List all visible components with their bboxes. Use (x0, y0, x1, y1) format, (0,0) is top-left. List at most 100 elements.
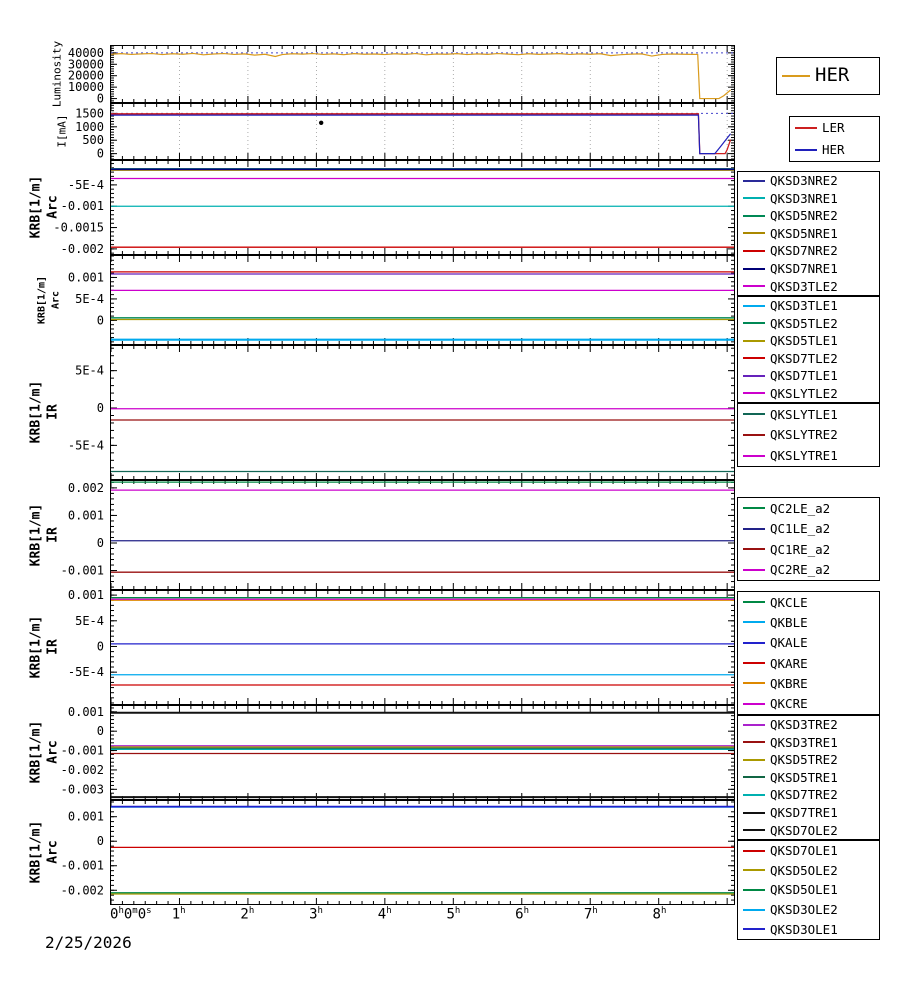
legend-line-sample (743, 601, 765, 604)
legend-entry: QC1RE_a2 (738, 543, 879, 556)
legend-entry: QKSD3TLE1 (738, 299, 879, 312)
legend-entry: QKSD5TLE2 (738, 317, 879, 330)
legend-entry: QKSD5TRE2 (738, 753, 879, 766)
legend-entry: QKSLYTRE2 (738, 427, 879, 443)
panel-krb-arc-nre[interactable]: -0.002 -0.0015 -0.001 -5E-4 (53, 160, 735, 256)
y-tick-label: -5E-4 (68, 438, 104, 452)
legend-entry-label: QKCRE (770, 696, 808, 712)
legend-line-sample (743, 869, 765, 872)
legend-entry-label: HER (815, 64, 850, 87)
legend-entry-label: QKSLYTLE2 (770, 385, 838, 401)
legend-line-sample (782, 75, 810, 77)
legend-line-sample (743, 214, 765, 217)
legend-entry-label: QKSD7NRE1 (770, 261, 838, 277)
y-tick-label: 10000 (68, 80, 104, 94)
legend-line-sample (743, 621, 765, 624)
y-tick-label: 5E-4 (75, 292, 104, 306)
plot-canvas: -0.003 -0.002 -0.001 0 0.001 (61, 705, 734, 799)
y-tick-label: -0.001 (61, 859, 104, 873)
legend-line-sample (743, 641, 765, 644)
legend-krb-ir-qc: QC2LE_a2 QC1LE_a2 QC1RE_a2 QC2RE_a2 (737, 497, 880, 581)
legend-entry: QKSD5TRE1 (738, 771, 879, 784)
date-label: 2/25/2026 (45, 933, 132, 952)
x-axis-labels: 0h0m0s 1h 2h 3h 4h 5h 6h 7h 8h (0, 906, 900, 930)
legend-line-sample (743, 454, 765, 457)
legend-line-sample (743, 322, 765, 325)
panel-krb-arc-ole[interactable]: -0.002 -0.001 0 0.001 (61, 800, 735, 905)
panel-krb-ir-qk[interactable]: -5E-4 0 5E-4 0.001 (68, 588, 735, 705)
y-tick-label: 0.001 (68, 588, 104, 602)
legend-entry-label: QKSD5OLE2 (770, 862, 838, 878)
legend-entry-label: QKSLYTLE1 (770, 406, 838, 422)
y-tick-label: 40000 (68, 46, 104, 60)
panel-krb-ir-ly[interactable]: -5E-4 0 5E-4 (68, 345, 735, 480)
legend-entry-label: QKALE (770, 635, 808, 651)
legend-entry: QKSLYTRE1 (738, 449, 879, 462)
legend-luminosity: HER (776, 57, 880, 95)
panel-krb-arc-tre[interactable]: -0.003 -0.002 -0.001 0 0.001 (61, 705, 735, 800)
y-tick-label: 30000 (68, 57, 104, 71)
y-tick-label: 0 (97, 313, 104, 327)
legend-line-sample (743, 548, 765, 551)
legend-line-sample (743, 357, 765, 360)
legend-entry-label: QKSD7TLE2 (770, 350, 838, 366)
panel-krb-ir-qc[interactable]: -0.001 0 0.001 0.002 (61, 480, 735, 590)
y-tick-label: 500 (82, 133, 104, 147)
legend-line-sample (743, 392, 765, 395)
legend-entry: QKBLE (738, 616, 879, 629)
y-axis-title-krb-arc-4: KRB[1/m] (28, 820, 44, 884)
legend-line-sample (743, 267, 765, 270)
legend-entry: QKSD7NRE1 (738, 262, 879, 275)
panel-luminosity[interactable]: 0 10000 20000 30000 40000 (68, 45, 735, 106)
panel-beam-current[interactable]: 0 500 1000 1500 (75, 103, 735, 161)
legend-entry-label: QKSD5NRE1 (770, 225, 838, 241)
y-tick-label: -0.001 (61, 564, 104, 578)
y-tick-label: 0 (97, 724, 104, 738)
legend-entry-label: QC2RE_a2 (770, 562, 831, 578)
y-axis-subtitle-ir-2: IR (45, 527, 61, 543)
legend-line-sample (743, 928, 765, 931)
panel-krb-arc-tle[interactable]: 0 5E-4 0.001 (68, 255, 735, 345)
y-axis-subtitle-ir-3: IR (45, 639, 61, 655)
y-axis-subtitle-arc-3: Arc (45, 740, 61, 764)
legend-line-sample (743, 197, 765, 200)
legend-line-sample (795, 127, 817, 129)
legend-krb-arc-tre: QKSD3TRE2 QKSD3TRE1 QKSD5TRE2 QKSD5TRE1 QKSD… (737, 715, 880, 840)
y-tick-label: 0.002 (68, 481, 104, 495)
plot-canvas: 0 5E-4 0.001 (68, 255, 734, 344)
legend-entry-label: QKSD5TRE2 (770, 752, 838, 768)
y-tick-label: 5E-4 (75, 364, 104, 378)
x-tick-label: 3h (309, 906, 323, 923)
legend-line-sample (743, 250, 765, 253)
y-tick-label: 20000 (68, 69, 104, 83)
legend-entry: LER (790, 121, 879, 135)
legend-entry-label: QKSLYTRE2 (770, 427, 838, 443)
y-axis-subtitle-arc-2: Arc (50, 290, 62, 310)
legend-line-sample (743, 908, 765, 911)
legend-line-sample (743, 682, 765, 685)
legend-entry: QC2LE_a2 (738, 502, 879, 515)
legend-entry: QKSD3TRE1 (738, 736, 879, 749)
y-tick-label: 1000 (75, 120, 104, 134)
y-tick-label: 0 (97, 92, 104, 106)
legend-line-sample (795, 149, 817, 151)
y-tick-label: 5E-4 (75, 614, 104, 628)
legend-entry-label: QKSD3NRE1 (770, 190, 838, 206)
legend-entry: QKALE (738, 636, 879, 649)
series-HER (110, 52, 731, 100)
y-tick-label: 0 (97, 834, 104, 848)
y-tick-label: 0.001 (68, 705, 104, 719)
legend-line-sample (743, 304, 765, 307)
legend-entry: QKSD7TRE2 (738, 788, 879, 802)
y-axis-title-krb-arc-1: KRB[1/m] (28, 175, 44, 239)
y-axis-title-krb-ir-3: KRB[1/m] (28, 615, 44, 679)
legend-line-sample (743, 568, 765, 571)
series-HER (111, 114, 732, 155)
legend-entry: QKSD7TLE2 (738, 352, 879, 365)
y-tick-label: -0.003 (61, 782, 104, 796)
legend-entry: QKSD7OLE2 (738, 823, 879, 837)
legend-entry-label: QKSD5TRE1 (770, 769, 838, 785)
legend-entry: QKSD7TLE1 (738, 369, 879, 382)
legend-line-sample (743, 374, 765, 377)
